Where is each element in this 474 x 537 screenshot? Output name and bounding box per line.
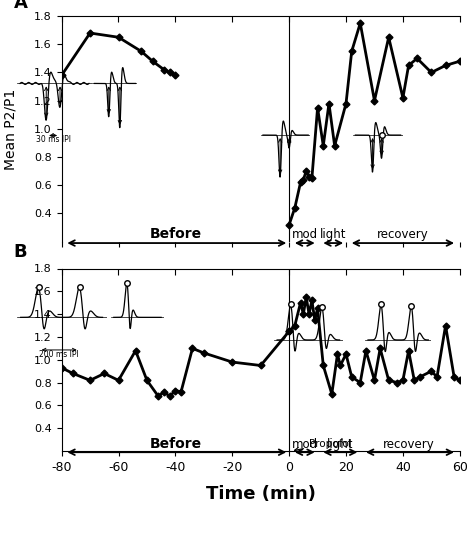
Text: 200 ms IPI: 200 ms IPI <box>39 350 79 359</box>
Y-axis label: Mean P2/P1: Mean P2/P1 <box>4 88 18 170</box>
Text: light: light <box>320 228 346 241</box>
Text: B: B <box>14 243 27 261</box>
Text: mod: mod <box>292 438 318 451</box>
Text: recovery: recovery <box>383 438 435 451</box>
Text: Before: Before <box>149 437 201 451</box>
X-axis label: Time (min): Time (min) <box>206 485 316 503</box>
Text: Propofol: Propofol <box>294 439 352 452</box>
Text: Before: Before <box>149 227 201 241</box>
Text: mod: mod <box>292 228 318 241</box>
Text: recovery: recovery <box>377 228 429 241</box>
Text: A: A <box>14 0 27 12</box>
Text: 30 ms IPI: 30 ms IPI <box>36 135 71 144</box>
Text: light: light <box>327 438 354 451</box>
